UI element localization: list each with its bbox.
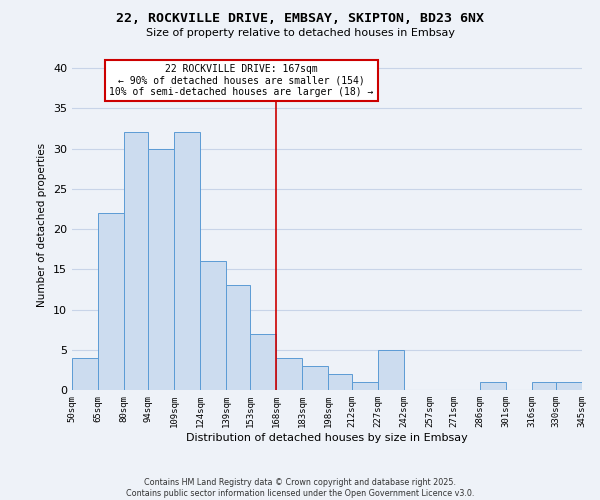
Bar	[250, 334, 276, 390]
Bar	[200, 261, 226, 390]
Bar	[148, 148, 174, 390]
Bar	[556, 382, 582, 390]
Bar	[378, 350, 404, 390]
Bar	[352, 382, 378, 390]
X-axis label: Distribution of detached houses by size in Embsay: Distribution of detached houses by size …	[186, 432, 468, 442]
Bar	[276, 358, 302, 390]
Text: Contains HM Land Registry data © Crown copyright and database right 2025.
Contai: Contains HM Land Registry data © Crown c…	[126, 478, 474, 498]
Bar	[72, 358, 98, 390]
Bar	[302, 366, 328, 390]
Bar	[532, 382, 556, 390]
Y-axis label: Number of detached properties: Number of detached properties	[37, 143, 47, 307]
Bar	[124, 132, 148, 390]
Text: 22, ROCKVILLE DRIVE, EMBSAY, SKIPTON, BD23 6NX: 22, ROCKVILLE DRIVE, EMBSAY, SKIPTON, BD…	[116, 12, 484, 26]
Bar	[328, 374, 352, 390]
Text: 22 ROCKVILLE DRIVE: 167sqm
← 90% of detached houses are smaller (154)
10% of sem: 22 ROCKVILLE DRIVE: 167sqm ← 90% of deta…	[109, 64, 374, 97]
Bar	[98, 213, 124, 390]
Text: Size of property relative to detached houses in Embsay: Size of property relative to detached ho…	[146, 28, 455, 38]
Bar	[480, 382, 506, 390]
Bar	[174, 132, 200, 390]
Bar	[226, 286, 250, 390]
